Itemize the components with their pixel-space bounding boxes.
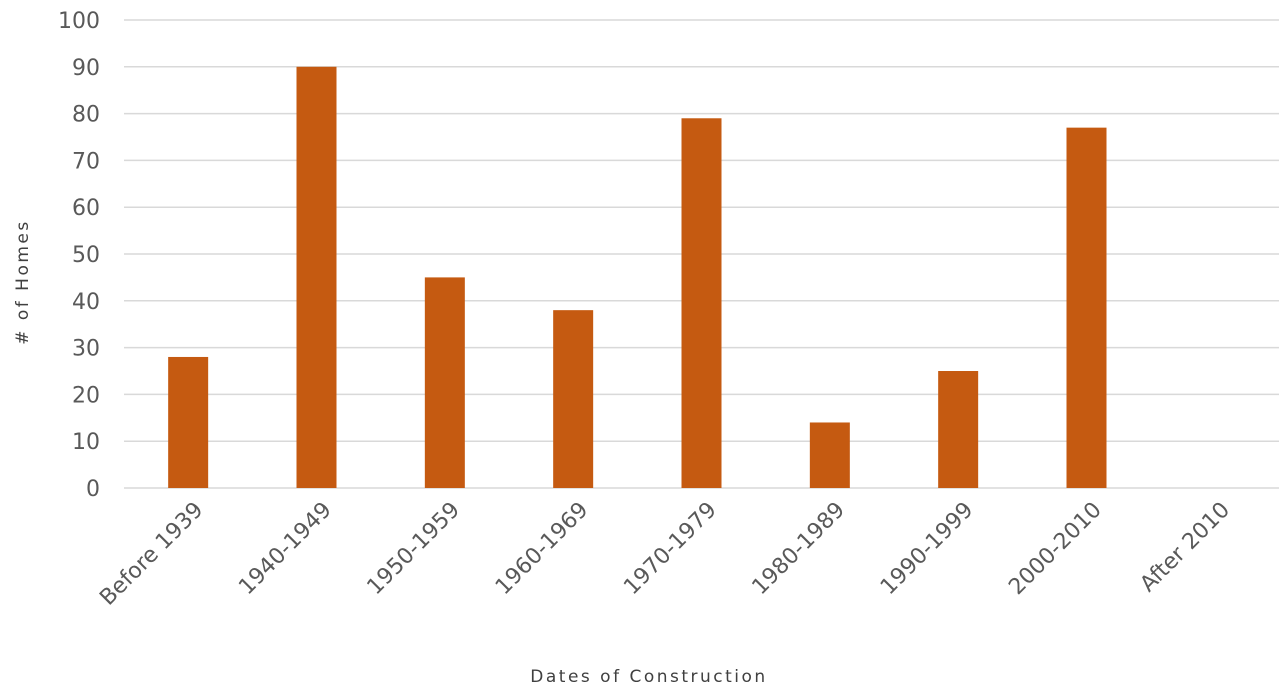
y-tick-label: 100 <box>58 9 100 34</box>
bars <box>168 66 1107 489</box>
x-tick-label: 2000-2010 <box>1004 498 1106 600</box>
y-tick-label: 10 <box>72 430 100 455</box>
y-tick-label: 50 <box>72 243 100 268</box>
x-axis-ticks: Before 1939 1940-1949 1950-1959 1960-1969 19… <box>95 498 1235 611</box>
x-tick-label: 1950-1959 <box>363 498 465 600</box>
bar <box>168 356 209 488</box>
y-tick-label: 40 <box>72 290 100 315</box>
x-tick-label: After 2010 <box>1136 498 1236 598</box>
y-tick-label: 60 <box>72 196 100 221</box>
y-tick-label: 0 <box>86 477 100 502</box>
bar <box>1066 127 1107 488</box>
y-tick-label: 90 <box>72 56 100 81</box>
bar <box>681 118 722 488</box>
bar <box>424 277 465 488</box>
x-axis-title: Dates of Construction <box>530 667 767 687</box>
y-axis-title: # of Homes <box>13 219 33 345</box>
x-tick-label: 1970-1979 <box>619 498 721 600</box>
bar <box>296 66 337 489</box>
y-tick-label: 70 <box>72 149 100 174</box>
y-tick-label: 80 <box>72 103 100 128</box>
x-tick-label: Before 1939 <box>95 498 208 611</box>
y-tick-label: 20 <box>72 383 100 408</box>
x-tick-label: 1940-1949 <box>234 498 336 600</box>
bar <box>809 422 850 488</box>
y-tick-label: 30 <box>72 337 100 362</box>
y-axis-ticks: 0 10 20 30 40 50 60 70 80 90 100 <box>58 9 100 502</box>
bar <box>553 310 594 488</box>
x-tick-label: 1990-1999 <box>876 498 978 600</box>
x-tick-label: 1960-1969 <box>491 498 593 600</box>
x-tick-label: 1980-1989 <box>748 498 850 600</box>
bar <box>938 371 979 488</box>
